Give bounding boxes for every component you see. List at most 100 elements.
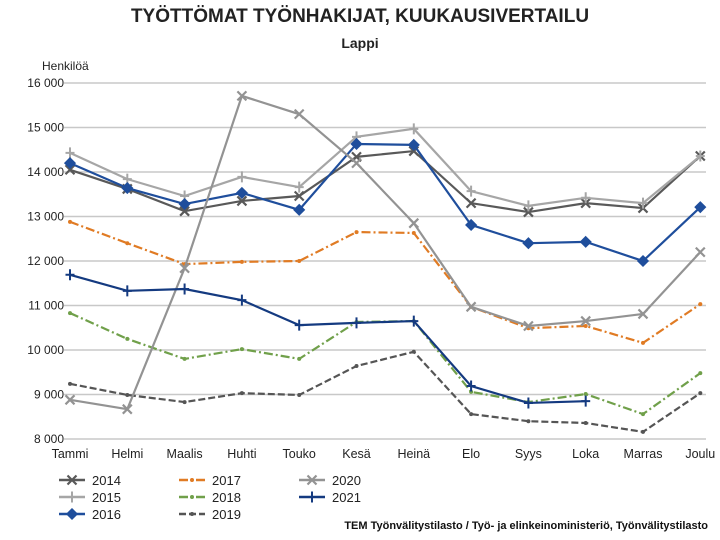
legend-label: 2019 [212, 507, 241, 522]
data-point [307, 491, 317, 503]
data-point [67, 491, 77, 503]
data-point [583, 420, 588, 425]
data-point [579, 235, 592, 248]
data-point [239, 391, 244, 396]
data-point [121, 181, 134, 195]
data-point [237, 171, 247, 183]
series-2014 [64, 145, 706, 218]
data-point [182, 356, 187, 361]
data-point [65, 269, 75, 281]
y-tick-label: 11 000 [28, 299, 64, 313]
data-point [638, 197, 648, 209]
data-point [523, 206, 534, 218]
data-point [695, 150, 705, 162]
data-point [641, 340, 645, 345]
x-tick-label: Marras [624, 447, 663, 461]
series-2017 [68, 219, 703, 345]
y-axis-label: Henkilöä [42, 59, 89, 73]
data-point [636, 254, 650, 268]
data-point [351, 151, 362, 163]
data-point [695, 246, 706, 258]
legend-label: 2016 [92, 507, 121, 522]
data-point [411, 349, 416, 354]
data-point [581, 395, 591, 407]
data-point [235, 186, 248, 199]
data-point [581, 192, 591, 204]
x-tick-label: Helmi [111, 447, 143, 461]
data-point [580, 197, 591, 209]
data-point [125, 336, 130, 341]
data-point [641, 412, 645, 417]
series-line [69, 312, 701, 416]
data-point [526, 400, 531, 405]
data-point [523, 397, 533, 409]
data-point [66, 474, 78, 486]
data-point [64, 164, 76, 176]
y-tick-label: 9 000 [34, 388, 64, 402]
data-point [182, 400, 187, 405]
data-point [351, 157, 362, 169]
data-point [64, 394, 76, 406]
x-tick-label: Tammi [52, 447, 89, 461]
y-tick-label: 15 000 [27, 121, 64, 135]
data-point [236, 195, 248, 207]
data-point [580, 315, 591, 327]
data-point [178, 197, 191, 211]
y-tick-label: 14 000 [27, 165, 64, 179]
data-point [469, 389, 474, 394]
legend-label: 2014 [92, 473, 121, 488]
series-2018 [68, 311, 703, 417]
x-tick-label: Heinä [397, 447, 430, 461]
x-tick-label: Joulu [685, 447, 715, 461]
x-tick-label: Maalis [167, 447, 203, 461]
chart-subtitle: Lappi [341, 35, 379, 51]
series-line [69, 273, 586, 405]
y-tick-label: 13 000 [27, 210, 64, 224]
data-point [698, 302, 703, 307]
data-point [125, 241, 130, 246]
legend-label: 2020 [332, 473, 361, 488]
series-line [69, 94, 702, 411]
data-point [526, 326, 531, 331]
series-line [69, 142, 702, 263]
data-point [65, 147, 75, 159]
series-line [69, 220, 701, 345]
y-tick-label: 12 000 [27, 254, 64, 268]
data-point [190, 512, 194, 516]
legend-item-2016: 2016 [59, 507, 121, 522]
data-point [306, 474, 318, 486]
data-point [409, 123, 419, 135]
data-point [695, 150, 706, 162]
data-point [407, 138, 420, 151]
series-line [69, 350, 701, 434]
series-2021 [65, 269, 591, 409]
data-point [65, 507, 79, 521]
legend-item-2017: 2017 [179, 473, 241, 488]
data-point [293, 203, 306, 216]
data-point [294, 181, 304, 193]
data-point [236, 90, 248, 102]
data-point [526, 419, 531, 424]
data-point [523, 200, 533, 212]
data-point [125, 392, 130, 397]
data-point [122, 173, 132, 185]
source-note: TEM Työnvälitystilasto / Työ- ja elinkei… [344, 520, 708, 532]
data-point [466, 380, 476, 392]
data-point [465, 197, 477, 209]
y-tick-label: 10 000 [27, 343, 64, 357]
data-point [293, 108, 305, 120]
series-2019 [68, 349, 703, 434]
data-point [294, 319, 304, 331]
data-point [411, 319, 416, 324]
legend-item-2019: 2019 [179, 507, 241, 522]
series-2015 [65, 123, 705, 212]
data-point [465, 218, 478, 232]
data-point [352, 131, 361, 143]
data-point [354, 364, 359, 369]
data-point [180, 283, 190, 295]
legend-item-2018: 2018 [179, 490, 241, 505]
y-tick-label: 8 000 [34, 432, 64, 446]
data-point [469, 412, 474, 417]
